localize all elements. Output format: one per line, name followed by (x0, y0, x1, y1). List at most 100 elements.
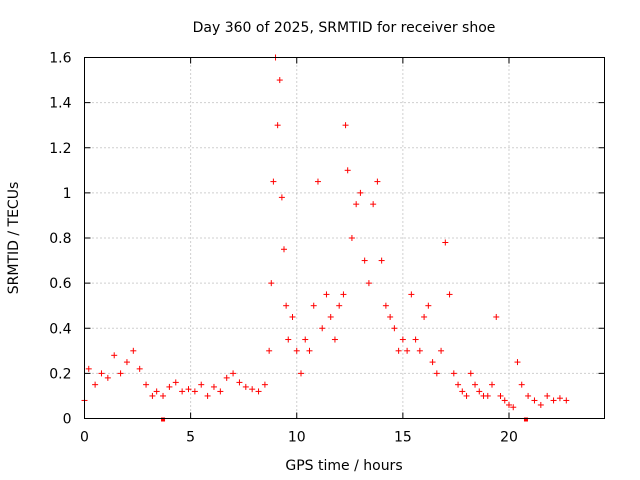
grid-layer (84, 57, 605, 419)
data-point (255, 388, 262, 395)
data-point (210, 383, 217, 390)
y-tick-label: 1 (63, 186, 72, 202)
data-point (111, 352, 118, 359)
data-point (314, 178, 321, 185)
data-point (270, 178, 277, 185)
gap-marker (161, 417, 166, 422)
data-point (283, 302, 290, 309)
data-point (327, 313, 334, 320)
data-point (505, 401, 512, 408)
data-point (117, 370, 124, 377)
data-point (85, 365, 92, 372)
data-point (123, 359, 130, 366)
data-point (281, 246, 288, 253)
data-point (378, 257, 385, 264)
plot-frame (84, 57, 605, 419)
data-point (261, 381, 268, 388)
data-point (266, 347, 273, 354)
x-tick-label: 10 (288, 430, 306, 446)
x-tick-label: 0 (80, 430, 89, 446)
data-point (149, 392, 156, 399)
data-point (342, 122, 349, 129)
y-tick-label: 0.2 (49, 366, 71, 382)
data-point (463, 392, 470, 399)
data-point (416, 347, 423, 354)
data-point (497, 392, 504, 399)
data-point (404, 347, 411, 354)
data-point (336, 302, 343, 309)
data-point (484, 392, 491, 399)
data-point (550, 397, 557, 404)
data-point (323, 291, 330, 298)
y-axis-title: SRMTID / TECUs (6, 182, 22, 295)
data-point (544, 392, 551, 399)
y-tick-label: 1.4 (49, 96, 71, 112)
data-point (191, 388, 198, 395)
data-point (242, 383, 249, 390)
x-tick-label: 5 (186, 430, 195, 446)
data-point (525, 392, 532, 399)
data-point (344, 167, 351, 174)
data-point (391, 325, 398, 332)
x-tick-label: 15 (394, 430, 412, 446)
data-point (450, 370, 457, 377)
data-point (365, 280, 372, 287)
data-point (501, 397, 508, 404)
gap-markers (161, 417, 528, 422)
data-point (412, 336, 419, 343)
data-point (289, 313, 296, 320)
data-point (399, 336, 406, 343)
data-point (276, 77, 283, 84)
data-point (357, 189, 364, 196)
data-point (130, 347, 137, 354)
data-point (493, 313, 500, 320)
y-tick-label: 1.2 (49, 141, 71, 157)
data-point (489, 381, 496, 388)
x-tick-label: 20 (500, 430, 518, 446)
data-point (438, 347, 445, 354)
data-point (476, 388, 483, 395)
data-point (433, 370, 440, 377)
chart-title: Day 360 of 2025, SRMTID for receiver sho… (193, 20, 496, 36)
data-point (310, 302, 317, 309)
data-points (81, 54, 570, 411)
data-point (98, 370, 105, 377)
data-point (204, 392, 211, 399)
data-point (467, 370, 474, 377)
data-point (302, 336, 309, 343)
data-point (387, 313, 394, 320)
data-point (297, 370, 304, 377)
data-point (472, 381, 479, 388)
data-point (179, 388, 186, 395)
data-point (563, 397, 570, 404)
data-point (395, 347, 402, 354)
data-point (370, 201, 377, 208)
data-point (421, 313, 428, 320)
y-tick-label: 1.6 (49, 51, 71, 67)
data-point (217, 388, 224, 395)
data-point (514, 359, 521, 366)
data-point (172, 379, 179, 386)
data-point (198, 381, 205, 388)
data-point (136, 365, 143, 372)
y-tick-label: 0.8 (49, 231, 71, 247)
tick-layer: 0 0.2 0.4 0.6 0.8 1 1.2 1.4 1.6 0 5 10 15 20 (49, 51, 605, 446)
y-tick-label: 0.6 (49, 276, 71, 292)
data-point (104, 374, 111, 381)
data-point (331, 336, 338, 343)
data-point (408, 291, 415, 298)
data-point (153, 388, 160, 395)
data-point (249, 386, 256, 393)
data-point (278, 194, 285, 201)
data-point (455, 381, 462, 388)
data-point (382, 302, 389, 309)
data-point (353, 201, 360, 208)
data-point (518, 381, 525, 388)
data-point (185, 386, 192, 393)
data-point (306, 347, 313, 354)
x-axis-title: GPS time / hours (285, 458, 402, 474)
data-point (425, 302, 432, 309)
data-point (236, 379, 243, 386)
data-point (160, 392, 167, 399)
